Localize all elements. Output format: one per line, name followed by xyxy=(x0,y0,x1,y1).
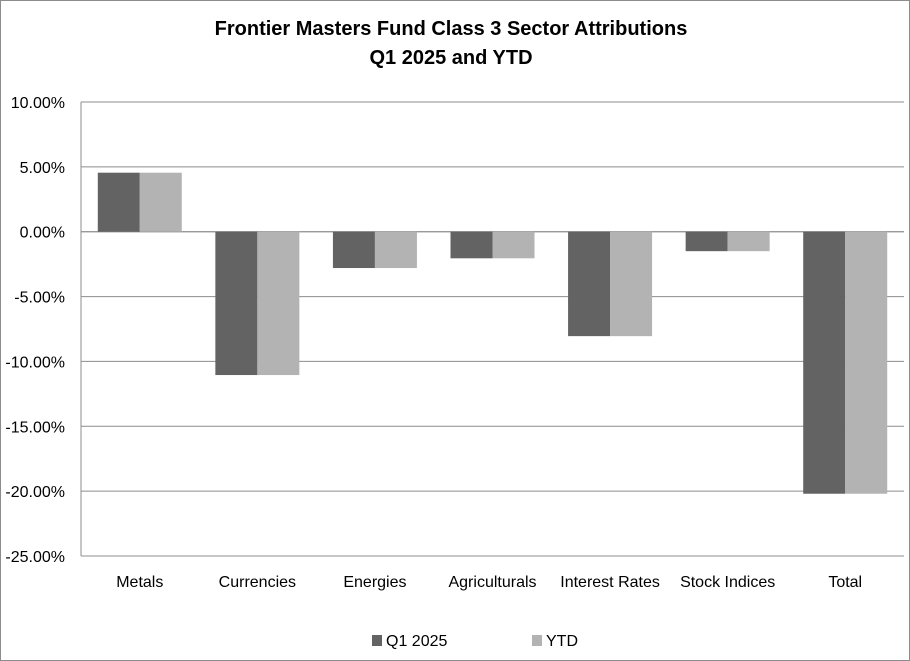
x-category-label: Total xyxy=(828,574,862,591)
bar-q1-2025 xyxy=(450,231,493,259)
chart-title-line-2: Q1 2025 and YTD xyxy=(369,47,532,69)
gridlines xyxy=(81,101,904,557)
y-tick-label: -25.00% xyxy=(5,549,65,566)
chart-title-line-1: Frontier Masters Fund Class 3 Sector Att… xyxy=(215,18,688,40)
bar-q1-2025 xyxy=(685,231,728,252)
bar-ytd xyxy=(845,231,888,494)
bar-ytd xyxy=(257,231,300,376)
legend-label: Q1 2025 xyxy=(386,633,447,650)
y-tick-label: -15.00% xyxy=(5,419,65,436)
x-category-label: Interest Rates xyxy=(560,574,660,591)
y-tick-label: -10.00% xyxy=(5,354,65,371)
bar-q1-2025 xyxy=(332,231,375,269)
axes xyxy=(80,102,904,556)
bar-ytd xyxy=(492,231,535,259)
bar-ytd xyxy=(610,231,653,337)
x-category-label: Energies xyxy=(343,574,406,591)
bar-ytd xyxy=(727,231,770,252)
legend: Q1 2025 YTD xyxy=(372,633,578,650)
legend-swatch xyxy=(532,635,542,646)
axis-labels: 10.00% 5.00% 0.00% -5.00% -10.00% -15.00% -20.… xyxy=(5,95,862,591)
bar-ytd xyxy=(139,172,182,232)
bars xyxy=(97,172,888,494)
bar-q1-2025 xyxy=(568,231,611,337)
x-category-label: Metals xyxy=(116,574,163,591)
y-tick-label: 0.00% xyxy=(20,225,65,242)
x-category-label: Agriculturals xyxy=(448,574,536,591)
bar-q1-2025 xyxy=(97,172,140,232)
y-tick-label: -20.00% xyxy=(5,484,65,501)
y-tick-label: 5.00% xyxy=(20,160,65,177)
bar-q1-2025 xyxy=(215,231,258,376)
legend-label: YTD xyxy=(546,633,578,650)
x-category-label: Stock Indices xyxy=(680,574,775,591)
bar-ytd xyxy=(374,231,417,269)
x-category-label: Currencies xyxy=(219,574,296,591)
legend-swatch xyxy=(372,635,382,646)
y-tick-label: -5.00% xyxy=(14,290,65,307)
bar-q1-2025 xyxy=(803,231,846,494)
y-tick-label: 10.00% xyxy=(11,95,65,112)
